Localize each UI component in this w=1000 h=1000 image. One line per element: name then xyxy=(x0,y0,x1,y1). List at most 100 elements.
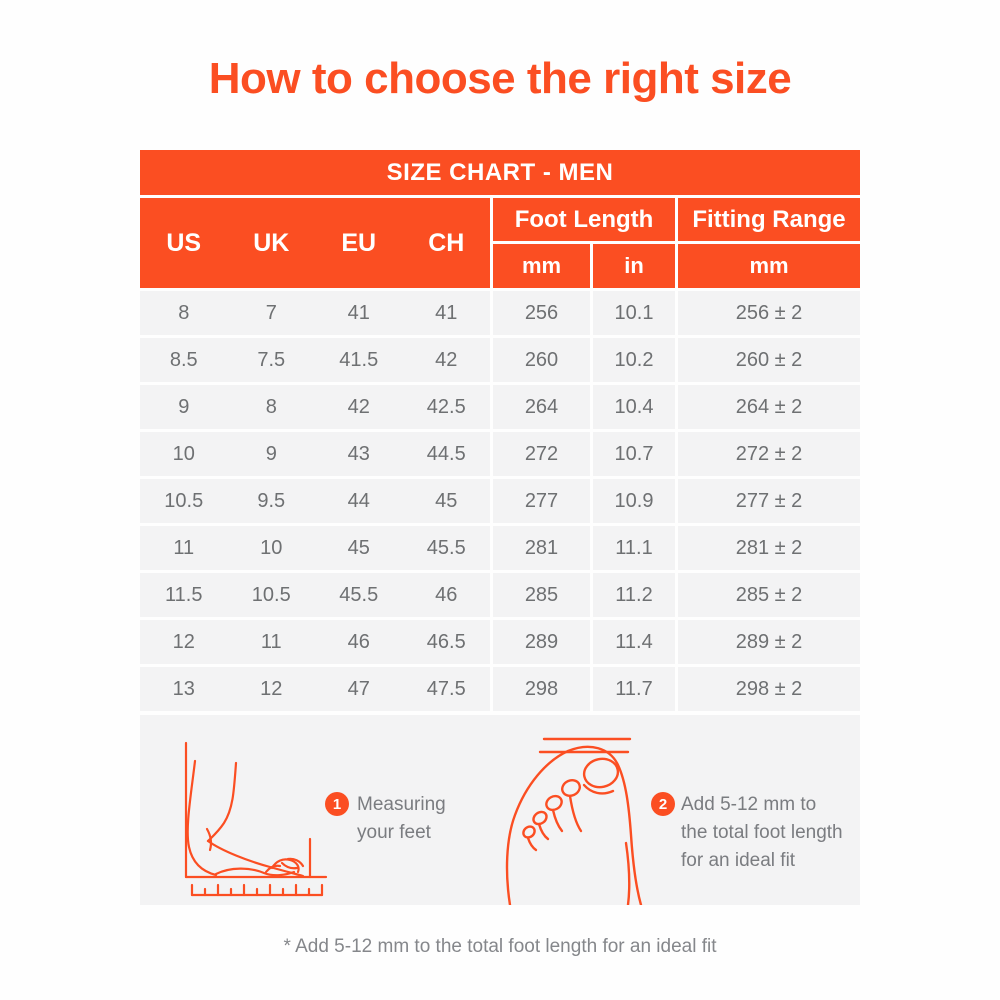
size-value: 12 xyxy=(260,677,283,700)
size-value: 43 xyxy=(347,442,370,465)
foot-top-measure-illustration xyxy=(505,737,643,905)
size-value: 42 xyxy=(435,348,458,371)
table-row: 9 8 42 42.5 264 10.4 264 ± 2 xyxy=(140,385,860,429)
size-value: 46.5 xyxy=(426,630,466,653)
size-value: 13 xyxy=(172,677,195,700)
table-row: 8 7 41 41 256 10.1 256 ± 2 xyxy=(140,291,860,335)
step-1-badge: 1 xyxy=(325,792,349,816)
table-cell: 10.9 xyxy=(593,479,675,523)
table-cell: 256 xyxy=(493,291,590,335)
table-cell: 272 xyxy=(493,432,590,476)
step-1-text: Measuring your feet xyxy=(357,794,446,843)
table-cell: 281 xyxy=(493,526,590,570)
foot-side-measure-illustration xyxy=(184,741,328,897)
table-cell: 10.1 xyxy=(593,291,675,335)
size-values-cell: 12 11 46 46.5 xyxy=(140,620,490,664)
table-cell: 285 ± 2 xyxy=(678,573,860,617)
unit-header-foot-mm: mm xyxy=(493,244,590,288)
table-cell: 11.2 xyxy=(593,573,675,617)
size-value: 42 xyxy=(347,395,370,418)
size-value: 44.5 xyxy=(426,442,466,465)
unit-header-foot-in: in xyxy=(593,244,675,288)
size-chart-table: SIZE CHART - MEN US UK EU CH Foot Length… xyxy=(140,150,860,711)
size-value: 45 xyxy=(435,489,458,512)
table-cell: 289 ± 2 xyxy=(678,620,860,664)
size-system-headers: US UK EU CH xyxy=(140,198,490,288)
column-header-foot-length: Foot Length xyxy=(493,198,675,241)
table-cell: 10.7 xyxy=(593,432,675,476)
size-value: 10.5 xyxy=(164,489,204,512)
table-row: 12 11 46 46.5 289 11.4 289 ± 2 xyxy=(140,620,860,664)
size-values-cell: 13 12 47 47.5 xyxy=(140,667,490,711)
size-values-cell: 11 10 45 45.5 xyxy=(140,526,490,570)
size-value: 45.5 xyxy=(339,583,379,606)
step-2-text: Add 5-12 mm to the total foot length for… xyxy=(681,794,843,871)
table-cell: 272 ± 2 xyxy=(678,432,860,476)
table-row: 13 12 47 47.5 298 11.7 298 ± 2 xyxy=(140,667,860,711)
table-row: 10.5 9.5 44 45 277 10.9 277 ± 2 xyxy=(140,479,860,523)
table-cell: 11.1 xyxy=(593,526,675,570)
step-2-badge: 2 xyxy=(651,792,675,816)
table-cell: 264 xyxy=(493,385,590,429)
column-header-eu: EU xyxy=(341,228,377,257)
size-value: 47 xyxy=(347,677,370,700)
size-value: 11 xyxy=(173,536,195,559)
size-values-cell: 11.5 10.5 45.5 46 xyxy=(140,573,490,617)
table-cell: 11.7 xyxy=(593,667,675,711)
table-cell: 289 xyxy=(493,620,590,664)
size-value: 45 xyxy=(347,536,370,559)
table-cell: 298 ± 2 xyxy=(678,667,860,711)
size-value: 42.5 xyxy=(426,395,466,418)
size-value: 12 xyxy=(172,630,195,653)
size-value: 45.5 xyxy=(426,536,466,559)
table-cell: 298 xyxy=(493,667,590,711)
table-cell: 277 xyxy=(493,479,590,523)
size-value: 44 xyxy=(347,489,370,512)
size-value: 10 xyxy=(260,536,283,559)
size-value: 8.5 xyxy=(169,348,198,371)
table-cell: 256 ± 2 xyxy=(678,291,860,335)
table-cell: 260 xyxy=(493,338,590,382)
column-header-us: US xyxy=(166,228,202,257)
size-value: 7 xyxy=(265,301,277,324)
size-value: 41 xyxy=(435,301,458,324)
size-value: 46 xyxy=(435,583,458,606)
table-cell: 10.4 xyxy=(593,385,675,429)
size-value: 10.5 xyxy=(251,583,291,606)
size-values-cell: 10 9 43 44.5 xyxy=(140,432,490,476)
table-row: 11 10 45 45.5 281 11.1 281 ± 2 xyxy=(140,526,860,570)
size-values-cell: 9 8 42 42.5 xyxy=(140,385,490,429)
table-header: US UK EU CH Foot Length Fitting Range mm… xyxy=(140,198,860,288)
table-cell: 10.2 xyxy=(593,338,675,382)
size-value: 46 xyxy=(347,630,370,653)
column-header-fitting-range: Fitting Range xyxy=(678,198,860,241)
table-row: 11.5 10.5 45.5 46 285 11.2 285 ± 2 xyxy=(140,573,860,617)
table-body: 8 7 41 41 256 10.1 256 ± 2 8.5 7.5 41.5 42 260 10.2 2… xyxy=(140,291,860,711)
size-value: 41 xyxy=(347,301,370,324)
size-values-cell: 8.5 7.5 41.5 42 xyxy=(140,338,490,382)
table-cell: 264 ± 2 xyxy=(678,385,860,429)
size-value: 41.5 xyxy=(339,348,379,371)
size-value: 8 xyxy=(265,395,277,418)
size-value: 47.5 xyxy=(426,677,466,700)
table-banner: SIZE CHART - MEN xyxy=(140,150,860,195)
table-cell: 11.4 xyxy=(593,620,675,664)
table-cell: 285 xyxy=(493,573,590,617)
size-value: 11.5 xyxy=(165,583,203,606)
size-value: 10 xyxy=(172,442,195,465)
table-cell: 260 ± 2 xyxy=(678,338,860,382)
size-value: 11 xyxy=(260,630,282,653)
size-value: 7.5 xyxy=(257,348,286,371)
table-cell: 277 ± 2 xyxy=(678,479,860,523)
page-title: How to choose the right size xyxy=(208,54,792,103)
footnote: * Add 5-12 mm to the total foot length f… xyxy=(283,936,717,957)
size-value: 9 xyxy=(265,442,277,465)
size-value: 9.5 xyxy=(257,489,286,512)
column-header-ch: CH xyxy=(428,228,465,257)
measuring-instructions-panel: 1 Measuring your feet 2 Add 5-12 mm to t… xyxy=(140,715,860,905)
size-values-cell: 10.5 9.5 44 45 xyxy=(140,479,490,523)
size-values-cell: 8 7 41 41 xyxy=(140,291,490,335)
size-value: 8 xyxy=(178,301,190,324)
table-row: 10 9 43 44.5 272 10.7 272 ± 2 xyxy=(140,432,860,476)
